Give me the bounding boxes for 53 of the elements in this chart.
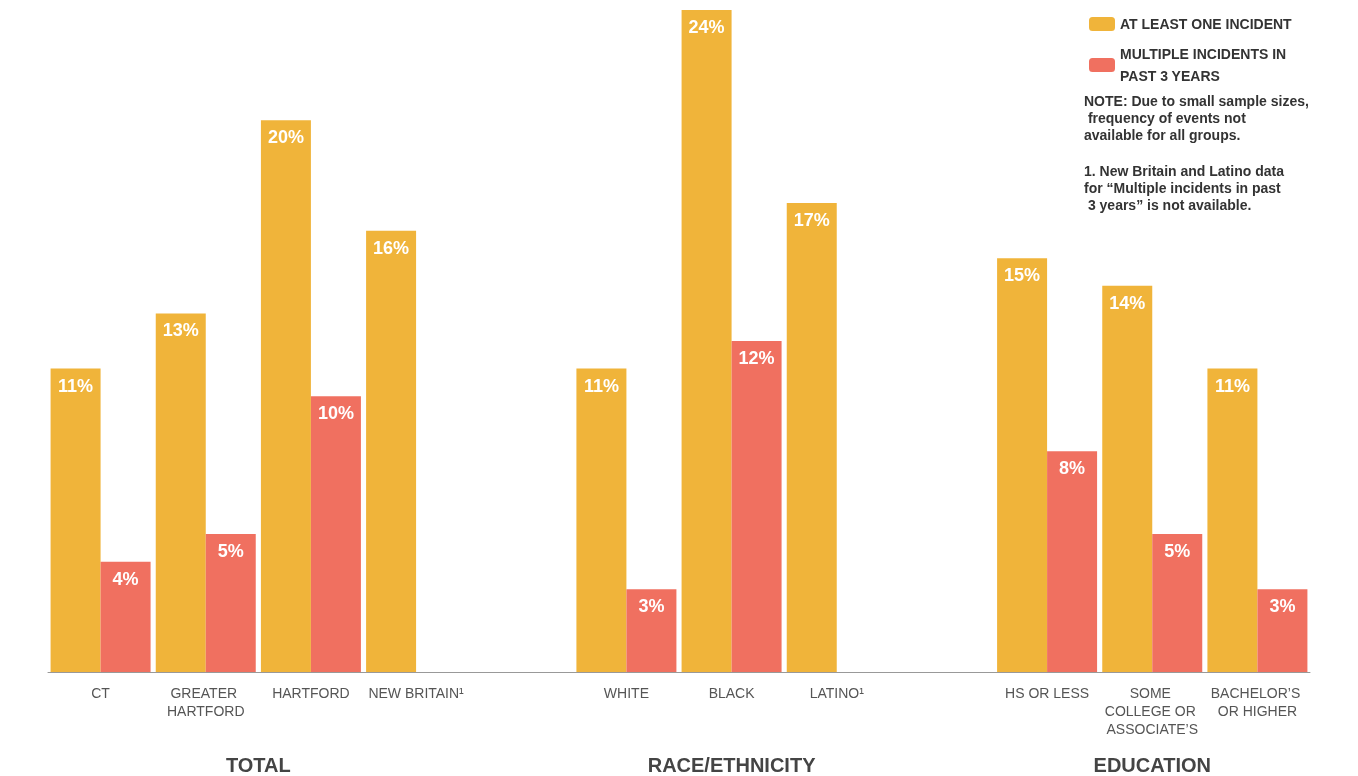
legend-label: AT LEAST ONE INCIDENT bbox=[1120, 16, 1293, 32]
data-label: 4% bbox=[112, 568, 139, 589]
bar bbox=[1047, 451, 1098, 672]
bar bbox=[310, 396, 361, 672]
bar bbox=[1152, 534, 1203, 672]
bar bbox=[1257, 589, 1308, 672]
data-label: 16% bbox=[373, 237, 410, 258]
data-label: 3% bbox=[1269, 596, 1296, 617]
data-label: 11% bbox=[58, 375, 94, 396]
bar bbox=[260, 120, 311, 672]
text: TOTAL bbox=[225, 754, 291, 776]
data-label: 10% bbox=[317, 403, 354, 424]
text: EDUCATION bbox=[1093, 754, 1211, 776]
x-tick-label: WHITE bbox=[603, 685, 649, 701]
bar bbox=[155, 313, 206, 672]
legend-label: MULTIPLE INCIDENTS IN PAST 3 YEARS bbox=[1120, 46, 1291, 84]
x-tick-label: HARTFORD bbox=[272, 685, 350, 701]
data-label: 14% bbox=[1109, 292, 1146, 313]
data-label: 5% bbox=[1164, 541, 1191, 562]
data-label: 12% bbox=[738, 348, 775, 368]
data-label: 11% bbox=[583, 375, 619, 396]
data-label: 13% bbox=[162, 320, 199, 341]
data-label: 15% bbox=[1004, 265, 1041, 286]
bar bbox=[731, 341, 782, 672]
x-tick-label: BLACK bbox=[708, 685, 756, 701]
annotation: 1. New Britain and Latino data for “Multiple incidents in past 3 years” is not available. bbox=[1084, 162, 1288, 213]
bar bbox=[1102, 285, 1153, 672]
annotation: NOTE: Due to small sample sizes, frequency of events not available for all groups. bbox=[1084, 92, 1309, 143]
data-label: 11% bbox=[1214, 375, 1250, 396]
bar bbox=[100, 561, 151, 672]
x-tick-label: BACHELOR’S OR HIGHER bbox=[1210, 685, 1305, 719]
bar bbox=[576, 368, 627, 672]
x-tick-label: CT bbox=[91, 685, 111, 701]
x-tick-label: NEW BRITAIN¹ bbox=[368, 685, 465, 701]
x-tick-label: HS OR LESS bbox=[1005, 685, 1090, 701]
bar bbox=[366, 230, 417, 672]
bar bbox=[997, 258, 1048, 672]
bar bbox=[786, 203, 837, 672]
x-tick-label: LATINO¹ bbox=[809, 685, 865, 701]
data-label: 17% bbox=[793, 210, 830, 231]
bar bbox=[205, 534, 256, 672]
x-tick-label: GREATER HARTFORD bbox=[166, 685, 245, 719]
bar bbox=[1207, 368, 1258, 672]
bar bbox=[50, 368, 101, 672]
data-label: 3% bbox=[638, 596, 665, 617]
text: RACE/ETHNICITY bbox=[647, 754, 817, 776]
bar bbox=[626, 589, 677, 672]
bar bbox=[681, 10, 732, 672]
data-label: 5% bbox=[217, 541, 244, 562]
x-tick-label: SOME COLLEGE OR ASSOCIATE’S bbox=[1104, 685, 1200, 737]
data-label: 8% bbox=[1059, 458, 1086, 479]
data-label: 20% bbox=[267, 127, 304, 148]
data-label: 24% bbox=[688, 17, 725, 37]
